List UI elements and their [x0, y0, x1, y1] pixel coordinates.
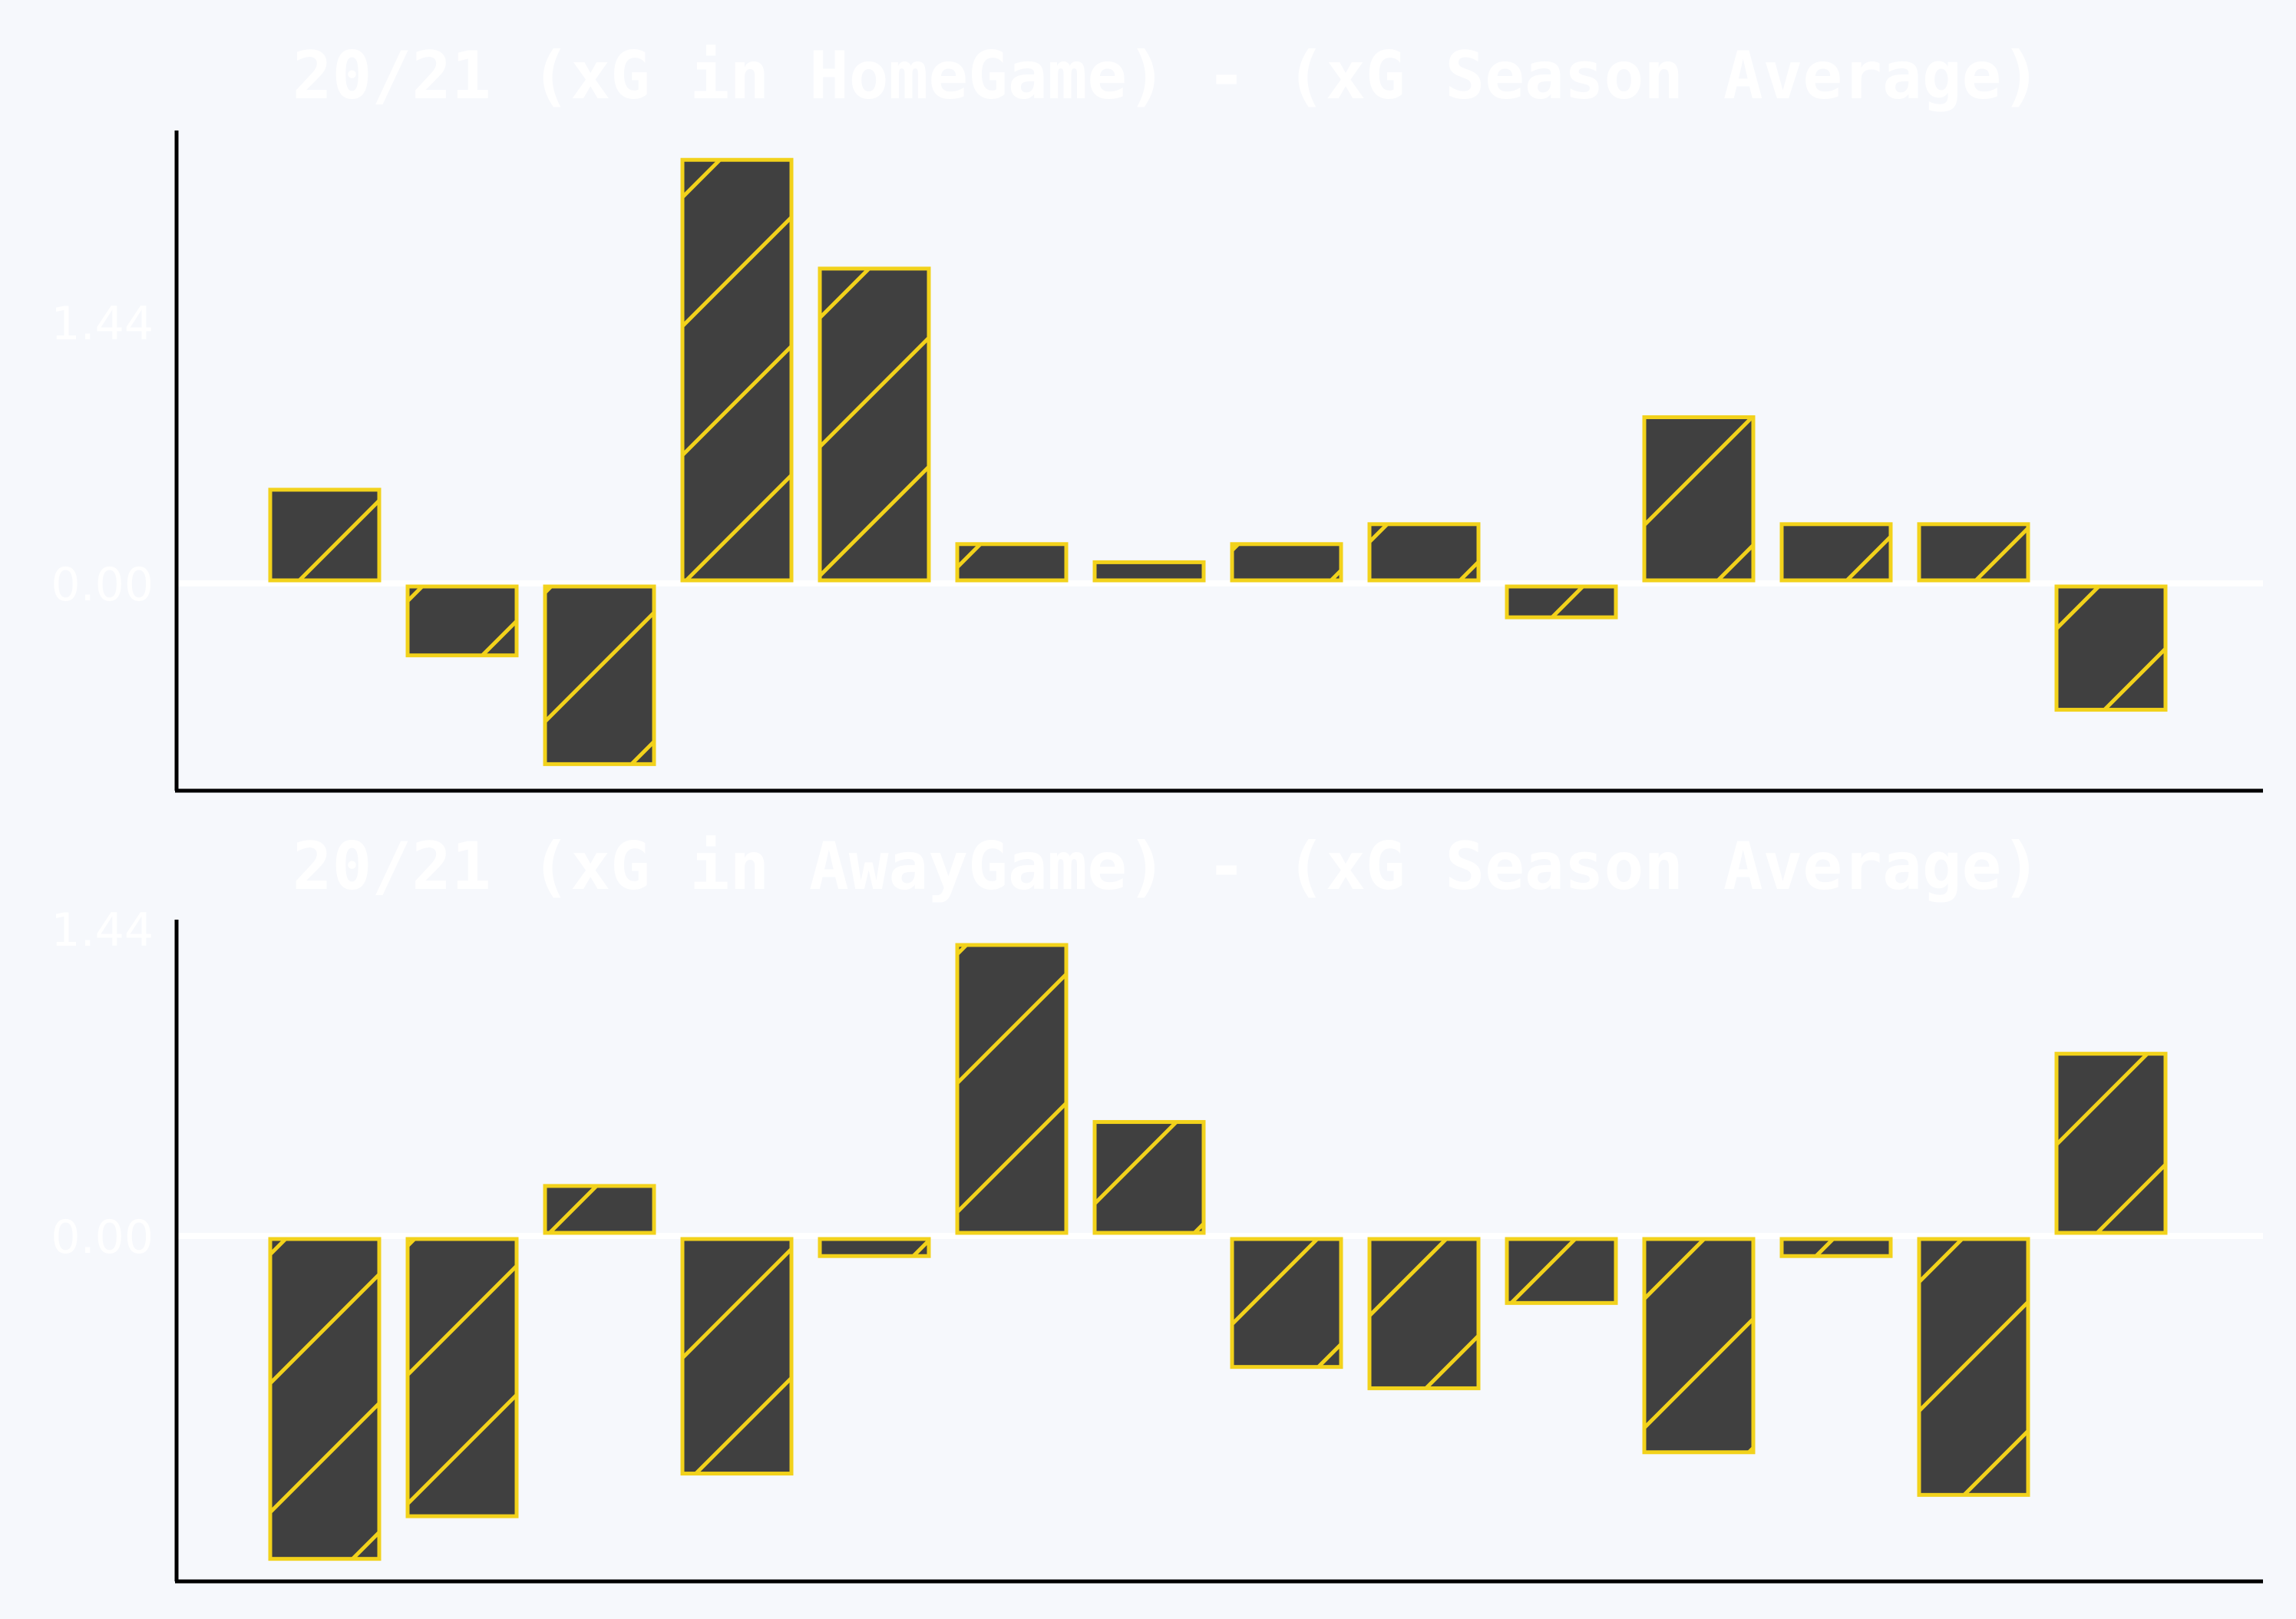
bar — [680, 157, 794, 583]
y-tick-label: 1.44 — [51, 904, 154, 957]
bar — [1367, 1237, 1481, 1390]
bar — [818, 266, 931, 583]
bar — [2054, 1052, 2168, 1235]
bar — [1092, 1120, 1206, 1235]
chart-title: 20/21 (xG in HomeGame) - (xG Season Aver… — [292, 38, 2041, 114]
bars-group — [268, 157, 2168, 766]
bar — [268, 1237, 382, 1561]
chart-home: 20/21 (xG in HomeGame) - (xG Season Aver… — [51, 38, 2263, 793]
bar — [405, 584, 519, 658]
bar — [955, 943, 1069, 1235]
y-tick-label: 0.00 — [51, 1211, 154, 1264]
bar — [1505, 1237, 1618, 1305]
bar — [1230, 1237, 1343, 1370]
bar — [1642, 415, 1756, 583]
bar — [1779, 1237, 1893, 1258]
bars-group — [268, 943, 2168, 1561]
y-tick-label: 0.00 — [51, 558, 154, 612]
chart-away: 20/21 (xG in AwayGame) - (xG Season Aver… — [51, 828, 2263, 1584]
bar — [680, 1237, 794, 1476]
bar — [1367, 522, 1481, 583]
chart-title: 20/21 (xG in AwayGame) - (xG Season Aver… — [292, 828, 2041, 905]
bar — [1917, 522, 2030, 583]
bar — [543, 1184, 656, 1235]
bar — [955, 542, 1069, 583]
bar — [2054, 584, 2168, 712]
bar — [543, 584, 656, 766]
bar — [1779, 522, 1893, 583]
y-tick-label: 1.44 — [51, 297, 154, 351]
bar — [1642, 1237, 1756, 1455]
bar — [405, 1237, 519, 1518]
bar — [268, 487, 382, 583]
bar — [1230, 542, 1343, 583]
bar — [1092, 560, 1206, 583]
bar — [1505, 584, 1618, 620]
bar — [1917, 1237, 2030, 1497]
bar — [818, 1237, 931, 1258]
